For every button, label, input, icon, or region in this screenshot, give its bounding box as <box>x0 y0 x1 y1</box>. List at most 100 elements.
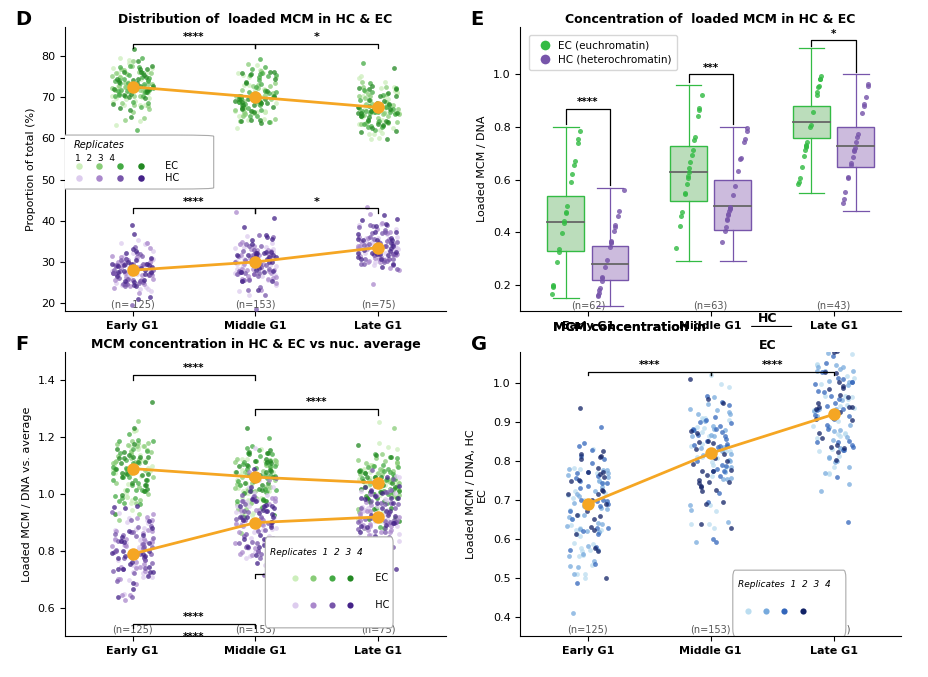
Point <box>569 468 584 479</box>
Point <box>145 262 160 273</box>
Point <box>566 498 581 508</box>
Point <box>373 486 388 497</box>
Point <box>683 504 698 515</box>
Point <box>370 106 385 117</box>
Point <box>363 509 378 520</box>
Point <box>260 249 275 260</box>
Point <box>842 419 857 430</box>
Point <box>111 77 126 87</box>
Point <box>264 256 278 267</box>
Point <box>370 468 385 479</box>
Point <box>118 550 133 561</box>
Point <box>590 488 605 499</box>
Point <box>362 91 377 102</box>
Point <box>238 504 253 515</box>
Point <box>128 424 143 435</box>
Point <box>712 471 727 481</box>
Point <box>354 485 368 496</box>
Point <box>235 515 250 526</box>
Point <box>244 91 259 102</box>
Point <box>379 240 393 251</box>
Point <box>266 496 281 506</box>
Point <box>235 515 250 526</box>
Point <box>242 70 257 81</box>
Point <box>831 364 846 374</box>
Point <box>685 424 700 435</box>
Point <box>250 110 264 121</box>
Point <box>365 536 380 547</box>
Point <box>380 229 394 240</box>
Point <box>249 92 264 103</box>
Point <box>140 101 155 112</box>
Point <box>128 562 143 573</box>
Point <box>132 542 147 552</box>
Point <box>361 475 376 485</box>
Point <box>694 485 709 496</box>
Point <box>137 479 152 490</box>
Point <box>841 436 856 447</box>
Point <box>829 455 844 466</box>
Point <box>839 400 854 411</box>
Point <box>229 498 244 509</box>
Point <box>812 485 827 496</box>
Point <box>237 534 251 545</box>
Point <box>591 468 606 479</box>
Point <box>674 206 689 217</box>
Point <box>373 219 388 230</box>
Point <box>382 497 397 508</box>
Point <box>378 77 393 87</box>
Point <box>694 439 709 450</box>
Point <box>130 441 145 452</box>
Point <box>380 234 395 244</box>
Point <box>701 497 715 508</box>
Point <box>141 93 156 104</box>
Point <box>135 528 150 539</box>
Point <box>353 516 367 527</box>
Point <box>374 262 389 273</box>
Point <box>246 91 261 102</box>
Point <box>366 460 380 471</box>
Point <box>717 466 732 477</box>
Point <box>391 536 406 547</box>
Point <box>563 177 578 188</box>
Point <box>143 256 158 267</box>
Point <box>109 477 123 488</box>
Point <box>266 502 281 513</box>
Point <box>263 456 277 466</box>
Point <box>125 462 140 473</box>
Point <box>257 62 272 72</box>
Point <box>354 505 369 516</box>
Point <box>139 511 154 522</box>
Point <box>380 518 395 529</box>
Point <box>122 268 137 279</box>
Point <box>572 464 586 475</box>
Point <box>386 81 401 92</box>
Point <box>721 454 736 465</box>
Point <box>828 368 843 379</box>
Point <box>380 475 394 486</box>
Point <box>105 507 120 518</box>
Point <box>361 233 376 244</box>
Point <box>790 179 805 190</box>
Point <box>251 553 266 564</box>
Point <box>573 530 587 541</box>
Point <box>682 404 697 415</box>
Point <box>266 265 281 276</box>
Point <box>243 244 258 255</box>
Point <box>364 106 379 116</box>
Point <box>593 422 608 433</box>
Point <box>377 498 392 509</box>
Point <box>230 475 245 485</box>
Point <box>829 439 844 450</box>
Point <box>594 481 609 492</box>
Point <box>106 97 121 108</box>
Point <box>706 391 721 402</box>
Point <box>834 395 849 406</box>
Point <box>379 498 393 508</box>
Point <box>377 523 392 533</box>
Point <box>146 246 161 257</box>
Point <box>122 89 137 100</box>
Point <box>268 538 283 549</box>
Point <box>387 85 402 96</box>
Point <box>124 60 139 71</box>
